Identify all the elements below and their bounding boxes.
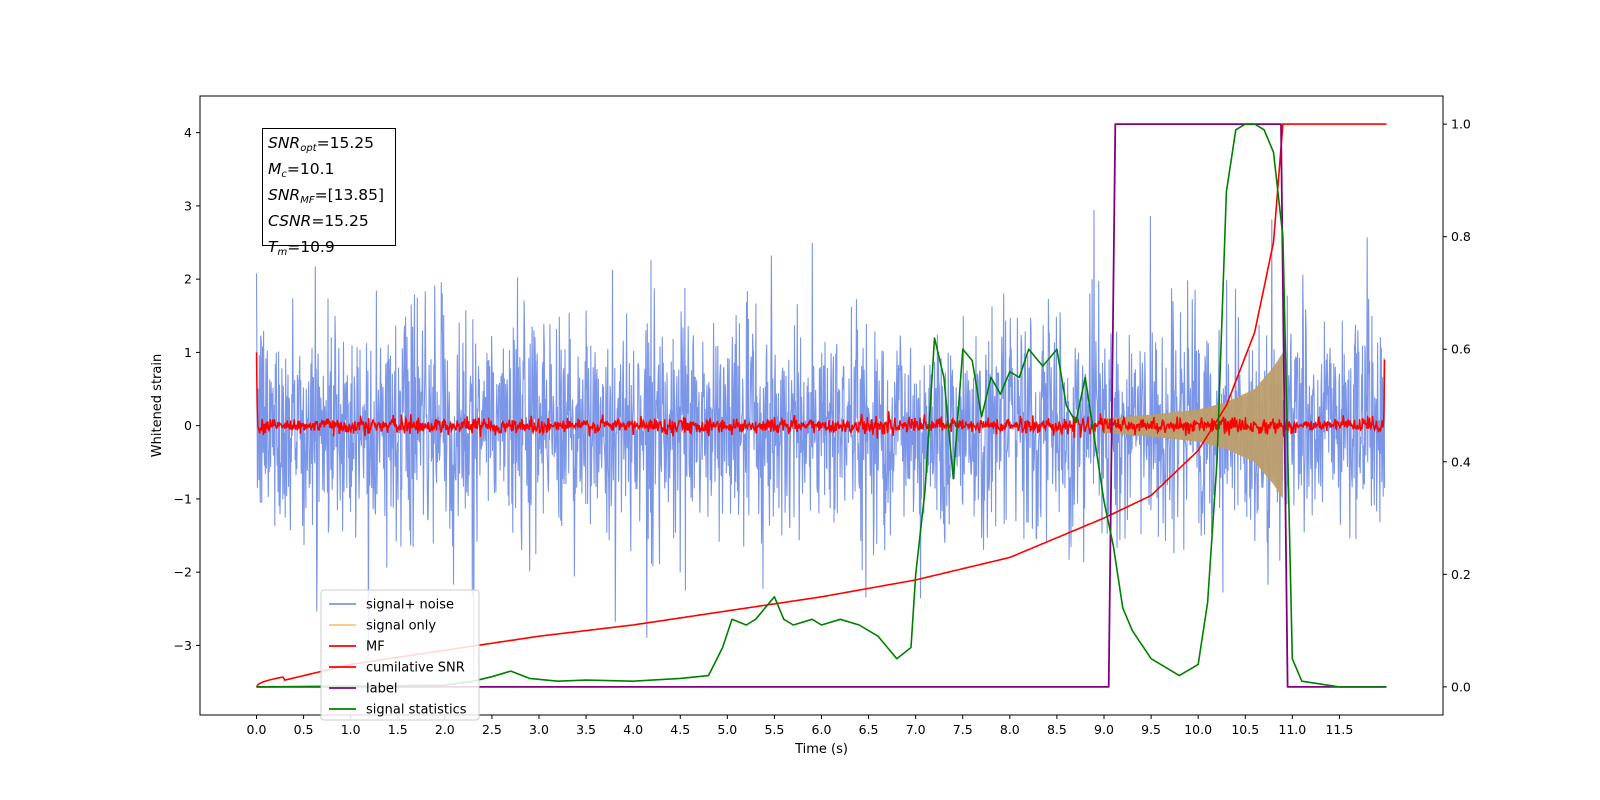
series-mf (255, 352, 1386, 439)
y-tick-label: 4 (184, 125, 192, 140)
legend-label: signal only (366, 619, 436, 634)
x-tick-label: 10.0 (1184, 722, 1212, 737)
x-tick-label: 8.0 (1000, 722, 1020, 737)
y-axis-label: Whitened strain (150, 354, 165, 457)
x-axis: 0.0 0.5 1.0 1.5 2.0 2.5 3.0 3.5 4.0 4.5 5.0 5.5 6.0 6… (247, 715, 1353, 737)
x-tick-label: 4.0 (623, 722, 643, 737)
series-signal-noise (255, 210, 1386, 678)
info-snr-opt: SNRopt=15.25 (268, 134, 374, 154)
x-tick-label: 3.0 (529, 722, 549, 737)
x-tick-label: 7.0 (906, 722, 926, 737)
y-tick-label: 1 (184, 345, 192, 360)
info-csnr: CSNR=15.25 (268, 212, 369, 230)
legend-box (320, 589, 480, 721)
x-tick-label: 5.5 (764, 722, 784, 737)
x-tick-label: 0.0 (247, 722, 267, 737)
info-tm: Tm=10.9 (268, 238, 335, 258)
x-tick-label: 2.5 (482, 722, 502, 737)
y-axis-right: 0.0 0.2 0.4 0.6 0.8 1.0 (1443, 117, 1471, 694)
x-tick-label: 4.5 (670, 722, 690, 737)
y-tick-label: −2 (174, 565, 192, 580)
info-chirp-mass: Mc=10.1 (268, 160, 335, 180)
x-tick-label: 9.5 (1141, 722, 1161, 737)
y2-tick-label: 0.8 (1451, 229, 1471, 244)
y-axis-left: −3 −2 −1 0 1 2 3 4 (174, 125, 200, 653)
y-tick-label: 3 (184, 198, 192, 213)
x-tick-label: 5.0 (717, 722, 737, 737)
y2-tick-label: 1.0 (1451, 117, 1471, 132)
x-tick-label: 11.5 (1325, 722, 1353, 737)
info-snr-mf: SNRMF=[13.85] (268, 186, 385, 206)
x-tick-label: 3.5 (576, 722, 596, 737)
x-tick-label: 9.0 (1094, 722, 1114, 737)
y-tick-label: 0 (184, 418, 192, 433)
legend-label: MF (366, 640, 385, 655)
legend-label: signal+ noise (366, 598, 454, 613)
y2-tick-label: 0.2 (1451, 567, 1471, 582)
x-tick-label: 2.0 (435, 722, 455, 737)
y-tick-label: −3 (174, 638, 192, 653)
info-box: SNRopt=15.25 Mc=10.1 SNRMF=[13.85] CSNR=… (262, 128, 396, 258)
x-tick-label: 10.5 (1231, 722, 1259, 737)
x-tick-label: 1.0 (341, 722, 361, 737)
legend-label: label (366, 682, 397, 697)
legend-label: signal statistics (366, 703, 467, 718)
y2-tick-label: 0.4 (1451, 454, 1471, 469)
y2-tick-label: 0.6 (1451, 342, 1471, 357)
legend: signal+ noise signal only MF cumilative SNR… (320, 589, 480, 721)
x-tick-label: 1.5 (388, 722, 408, 737)
series-signal-statistics (256, 123, 1387, 688)
x-tick-label: 0.5 (294, 722, 314, 737)
x-tick-label: 8.5 (1047, 722, 1067, 737)
y-tick-label: −1 (174, 491, 192, 506)
x-tick-label: 7.5 (953, 722, 973, 737)
y2-tick-label: 0.0 (1451, 679, 1471, 694)
x-tick-label: 6.5 (859, 722, 879, 737)
x-axis-label: Time (s) (794, 742, 848, 757)
series-label (256, 123, 1387, 688)
x-tick-label: 11.0 (1278, 722, 1306, 737)
legend-label: cumilative SNR (366, 661, 465, 676)
x-tick-label: 6.0 (812, 722, 832, 737)
y-tick-label: 2 (184, 272, 192, 287)
